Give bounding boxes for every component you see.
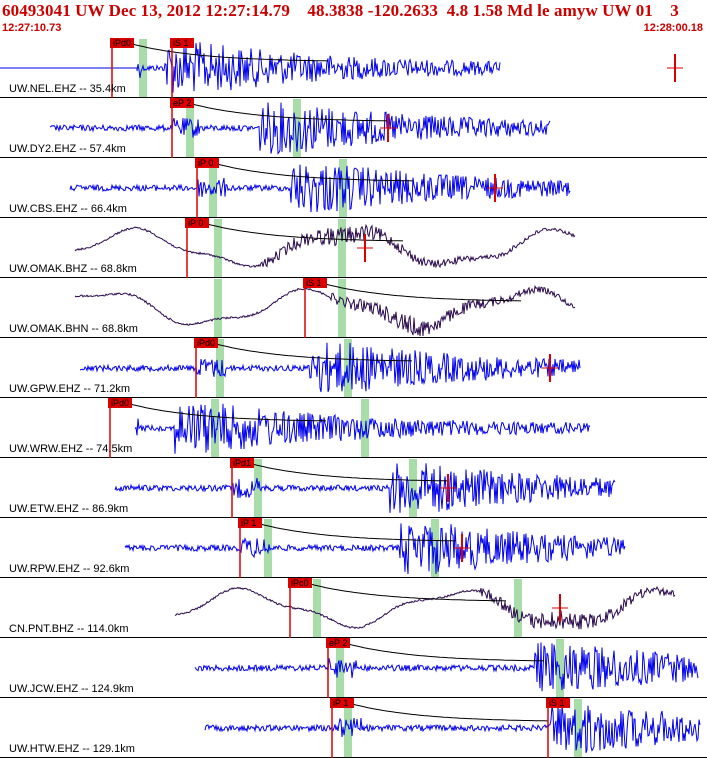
trace-8[interactable]: iPd1 UW.ETW.EHZ -- 86.9km [0,458,707,518]
pick-window [409,459,417,517]
coda-curve [215,343,413,362]
pick-label: iS 1 [173,38,189,48]
coda-curve [351,703,549,722]
pick-window [214,219,222,277]
waveform-ehz [79,342,581,393]
pick-window [209,159,217,217]
coda-curve [191,103,389,122]
waveform-broadband [74,284,576,337]
pick-flag[interactable] [108,398,132,408]
coda-curve [324,283,522,302]
pick-window [186,99,194,157]
trace-4[interactable]: iP 0 UW.OMAK.BHZ -- 68.8km [0,218,707,278]
pick-label: iPd0 [111,398,129,408]
trace-1[interactable]: iPd0 iS 1 UW.NEL.EHZ -- 35.4km [0,38,707,98]
station-label: UW.DY2.EHZ -- 57.4km [9,143,126,155]
pick-flag[interactable] [170,98,194,108]
pick-window [338,219,346,277]
pick-label: iP 1 [241,518,256,528]
pick-flag[interactable] [170,38,194,48]
station-label: UW.JCW.EHZ -- 124.9km [9,683,134,695]
trace-3[interactable]: iP 0 UW.CBS.EHZ -- 66.4km [0,158,707,218]
pick-flag[interactable] [185,218,209,228]
pick-window [264,519,272,577]
pick-window [338,279,346,337]
coda-curve [129,403,327,422]
waveform-broadband [174,585,676,630]
pick-flag[interactable] [110,38,134,48]
trace-2[interactable]: eP 2 UW.DY2.EHZ -- 57.4km [0,98,707,158]
waveform-ehz [204,705,701,753]
pick-label: iP 1 [333,698,348,708]
station-label: UW.RPW.EHZ -- 92.6km [9,563,129,575]
pick-label: iP 0 [198,158,213,168]
waveform-ehz [134,403,591,454]
pick-flag[interactable] [546,698,570,708]
waveform-ehz [49,102,551,155]
coda-curve [216,163,414,182]
trace-6[interactable]: iPd0 UW.GPW.EHZ -- 71.2km [0,338,707,398]
coda-curve [347,643,545,662]
seismogram-panel[interactable]: iPd0 iS 1 UW.NEL.EHZ -- 35.4km eP 2 UW.DY2.E… [0,38,707,758]
pick-flag[interactable] [288,578,312,588]
trace-11[interactable]: eP 2 UW.JCW.EHZ -- 124.9km [0,638,707,698]
start-time-label: 12:27:10.73 [2,22,62,34]
waveform-broadband [74,223,576,269]
trace-10[interactable]: iPc0 CN.PNT.BHZ -- 114.0km [0,578,707,638]
event-title: 60493041 UW Dec 13, 2012 12:27:14.79 48.… [2,1,679,20]
pick-flag[interactable] [303,278,327,288]
pick-label: iS 1 [549,698,565,708]
trace-5[interactable]: iS 1 UW.OMAK.BHN -- 68.8km [0,278,707,338]
pick-label: iPd0 [197,338,215,348]
station-label: UW.OMAK.BHZ -- 68.8km [9,263,137,275]
station-label: UW.OMAK.BHN -- 68.8km [9,323,138,335]
pick-flag[interactable] [330,698,354,708]
coda-curve [251,463,449,482]
trace-12[interactable]: iP 1 iS 1 UW.HTW.EHZ -- 129.1km [0,698,707,758]
waveform-ehz [194,642,699,692]
end-time-label: 12:28:00.18 [643,22,703,34]
station-label: UW.ETW.EHZ -- 86.9km [9,503,128,515]
pick-window [344,339,352,397]
trace-9[interactable]: iP 1 UW.RPW.EHZ -- 92.6km [0,518,707,578]
pick-flag[interactable] [238,518,262,528]
pick-label: eP 2 [329,638,347,648]
pick-flag[interactable] [230,458,254,468]
pick-flag[interactable] [195,158,219,168]
coda-curve [131,43,329,62]
station-label: UW.CBS.EHZ -- 66.4km [9,203,127,215]
coda-curve [259,523,457,542]
coda-curve [309,583,507,602]
pick-window [211,399,219,457]
pick-flag[interactable] [194,338,218,348]
waveform-ehz [114,463,616,513]
station-label: UW.WRW.EHZ -- 74.5km [9,443,132,455]
station-label: UW.NEL.EHZ -- 35.4km [9,83,126,95]
pick-label: iS 1 [306,278,322,288]
waveform-ehz [69,164,571,213]
pick-window [344,699,352,757]
pick-window [556,639,564,697]
pick-window [214,279,222,337]
station-label: CN.PNT.BHZ -- 114.0km [9,623,129,635]
trace-7[interactable]: iPd0 UW.WRW.EHZ -- 74.5km [0,398,707,458]
pick-window [514,579,522,637]
waveform-ehz [0,42,501,93]
pick-window [339,159,347,217]
pick-label: iPd0 [113,38,131,48]
pick-window [216,339,224,397]
pick-label: iPc0 [291,578,309,588]
waveform-ehz [124,523,626,575]
station-label: UW.GPW.EHZ -- 71.2km [9,383,130,395]
pick-label: eP 2 [173,98,191,108]
header-bar: 60493041 UW Dec 13, 2012 12:27:14.79 48.… [0,0,707,38]
pick-label: iP 0 [188,218,203,228]
pick-window [293,99,301,157]
pick-label: iPd1 [233,458,251,468]
pick-window [574,699,582,757]
coda-curve [206,223,404,242]
pick-window [313,579,321,637]
station-label: UW.HTW.EHZ -- 129.1km [9,743,135,755]
pick-flag[interactable] [326,638,350,648]
